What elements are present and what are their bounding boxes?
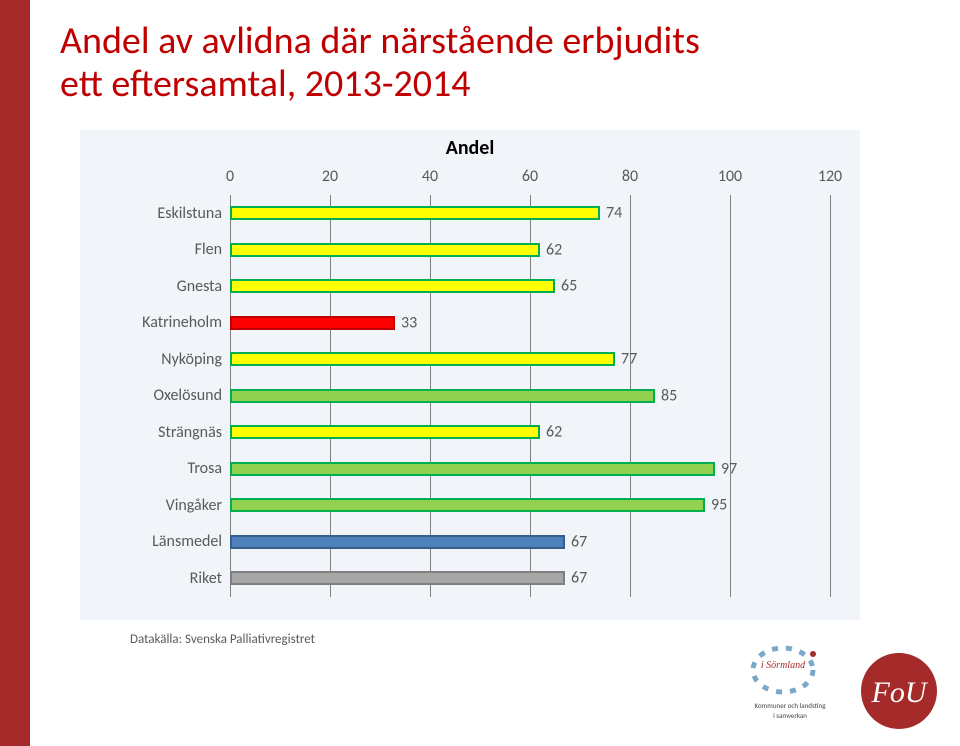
x-tick-label: 100 bbox=[710, 167, 750, 186]
svg-text:Kommuner och landsting: Kommuner och landsting bbox=[754, 701, 826, 710]
bar-value: 77 bbox=[621, 350, 637, 369]
bar-row: Riket67 bbox=[230, 571, 830, 585]
bar bbox=[230, 316, 395, 330]
left-stripe bbox=[0, 0, 30, 746]
title-line1: Andel av avlidna där närstående erbjudit… bbox=[60, 18, 700, 64]
bar-row: Nyköping77 bbox=[230, 352, 830, 366]
bar-value: 67 bbox=[571, 532, 587, 551]
source-note: Datakälla: Svenska Palliativregistret bbox=[130, 632, 315, 647]
x-tick-label: 0 bbox=[210, 167, 250, 186]
bar-value: 74 bbox=[606, 204, 622, 223]
bar-row: Vingåker95 bbox=[230, 498, 830, 512]
bar-label: Nyköping bbox=[161, 350, 222, 369]
bar-label: Länsmedel bbox=[152, 532, 222, 551]
bar-chart: Andel 020406080100120Eskilstuna74Flen62G… bbox=[80, 130, 860, 620]
title-line2: ett eftersamtal, 2013-2014 bbox=[60, 61, 471, 107]
bar-value: 85 bbox=[661, 386, 677, 405]
svg-text:i Sörmland: i Sörmland bbox=[761, 660, 806, 671]
bar bbox=[230, 498, 705, 512]
bar bbox=[230, 206, 600, 220]
slide-title: Andel av avlidna där närstående erbjudit… bbox=[60, 20, 880, 105]
bar bbox=[230, 279, 555, 293]
x-tick-label: 60 bbox=[510, 167, 550, 186]
bar-value: 95 bbox=[711, 496, 727, 515]
x-tick-label: 80 bbox=[610, 167, 650, 186]
bar bbox=[230, 425, 540, 439]
bar bbox=[230, 571, 565, 585]
bar-row: Katrineholm33 bbox=[230, 316, 830, 330]
bar bbox=[230, 243, 540, 257]
svg-text:i samverkan: i samverkan bbox=[773, 711, 807, 720]
bar-label: Strängnäs bbox=[158, 423, 222, 442]
bar-row: Eskilstuna74 bbox=[230, 206, 830, 220]
sormland-logo: i Sörmland Kommuner och landsting i samv… bbox=[735, 642, 845, 730]
bar-value: 67 bbox=[571, 569, 587, 588]
bar-value: 97 bbox=[721, 459, 737, 478]
bar-value: 33 bbox=[401, 313, 417, 332]
bar-value: 65 bbox=[561, 277, 577, 296]
bar-label: Eskilstuna bbox=[157, 204, 222, 223]
bar bbox=[230, 462, 715, 476]
x-tick-label: 120 bbox=[810, 167, 850, 186]
bar-row: Oxelösund85 bbox=[230, 389, 830, 403]
bar-row: Strängnäs62 bbox=[230, 425, 830, 439]
bar-value: 62 bbox=[546, 423, 562, 442]
x-tick-label: 20 bbox=[310, 167, 350, 186]
bar bbox=[230, 389, 655, 403]
bar-label: Oxelösund bbox=[153, 386, 222, 405]
gridline bbox=[830, 195, 831, 597]
bar bbox=[230, 352, 615, 366]
bar-label: Trosa bbox=[188, 459, 222, 478]
bar-value: 62 bbox=[546, 240, 562, 259]
bar-label: Katrineholm bbox=[142, 313, 222, 332]
bar-row: Trosa97 bbox=[230, 462, 830, 476]
fou-logo: FoU bbox=[860, 652, 938, 730]
bar-row: Flen62 bbox=[230, 243, 830, 257]
bar-label: Vingåker bbox=[166, 496, 222, 515]
bar-row: Länsmedel67 bbox=[230, 535, 830, 549]
bar-label: Riket bbox=[190, 569, 222, 588]
bar bbox=[230, 535, 565, 549]
chart-title: Andel bbox=[80, 130, 860, 160]
x-tick-label: 40 bbox=[410, 167, 450, 186]
bar-label: Gnesta bbox=[177, 277, 222, 296]
svg-text:FoU: FoU bbox=[871, 676, 929, 709]
bar-label: Flen bbox=[195, 240, 222, 259]
bar-row: Gnesta65 bbox=[230, 279, 830, 293]
